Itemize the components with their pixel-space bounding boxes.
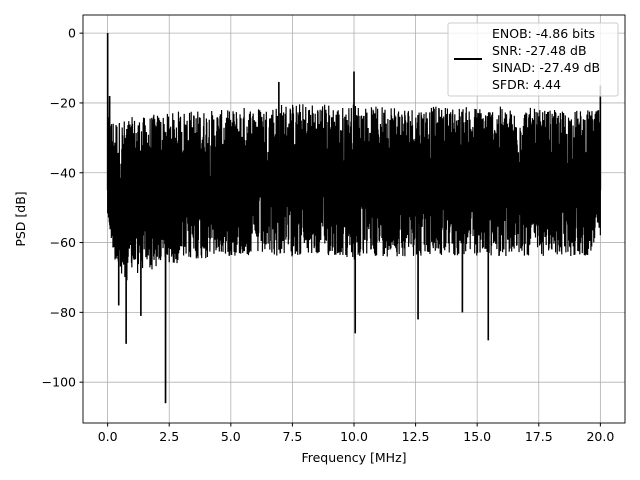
x-tick-label: 2.5 [159, 429, 179, 444]
y-tick-label: −100 [42, 375, 76, 390]
x-tick-label: 17.5 [525, 429, 553, 444]
legend-enob: ENOB: -4.86 bits [492, 26, 595, 41]
psd-series [106, 33, 602, 404]
y-tick-label: −80 [50, 305, 76, 320]
x-tick-label: 7.5 [282, 429, 302, 444]
legend-sfdr: SFDR: 4.44 [492, 77, 561, 92]
y-tick-label: −40 [50, 165, 76, 180]
x-tick-label: 12.5 [402, 429, 430, 444]
x-axis-ticks: 0.0 2.5 5.0 7.5 10.0 12.5 15.0 17.5 20.0 [98, 423, 614, 444]
x-tick-label: 0.0 [98, 429, 118, 444]
x-tick-label: 20.0 [586, 429, 614, 444]
y-tick-label: 0 [68, 26, 76, 41]
x-tick-label: 15.0 [463, 429, 491, 444]
x-tick-label: 10.0 [340, 429, 368, 444]
x-tick-label: 5.0 [221, 429, 241, 444]
y-tick-label: −20 [50, 95, 76, 110]
y-axis-label: PSD [dB] [13, 191, 28, 246]
legend-snr: SNR: -27.48 dB [492, 43, 587, 58]
legend-sinad: SINAD: -27.49 dB [492, 60, 600, 75]
y-axis-ticks: 0 −20 −40 −60 −80 −100 [42, 26, 83, 390]
legend: ENOB: -4.86 bits SNR: -27.48 dB SINAD: -… [447, 22, 619, 97]
y-tick-label: −60 [50, 235, 76, 250]
legend-box [447, 22, 619, 97]
x-axis-label: Frequency [MHz] [301, 450, 406, 465]
